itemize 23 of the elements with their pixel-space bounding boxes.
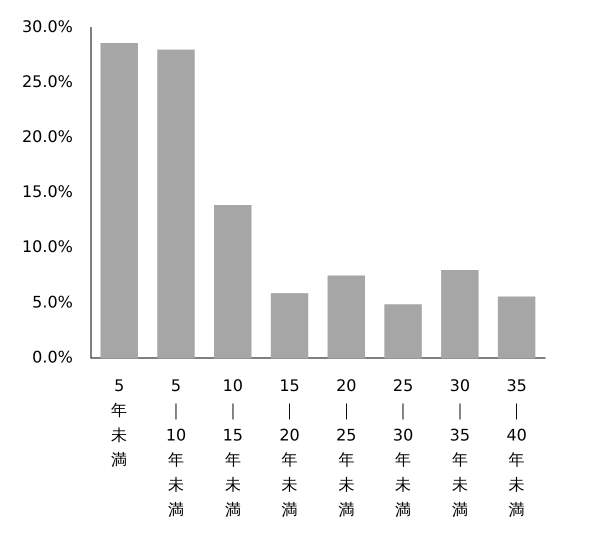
- y-tick-label: 0.0%: [32, 347, 73, 366]
- bar: [100, 43, 138, 358]
- x-tick-label: 20｜25年未満: [336, 376, 356, 519]
- x-tick-label: 15｜20年未満: [279, 376, 300, 519]
- x-tick-label: 10｜15年未満: [222, 376, 243, 519]
- x-tick-label: 35｜40年未満: [506, 376, 527, 519]
- y-tick-label: 20.0%: [22, 126, 73, 146]
- bar: [270, 293, 308, 358]
- bar: [498, 296, 536, 358]
- x-tick-label: 30｜35年未満: [450, 376, 470, 519]
- y-tick-label: 25.0%: [22, 72, 73, 91]
- bar: [441, 270, 479, 358]
- bar: [328, 276, 366, 358]
- y-tick-label: 15.0%: [22, 182, 73, 202]
- bar: [157, 50, 195, 358]
- x-tick-label: 25｜30年未満: [392, 376, 414, 519]
- y-tick-label: 30.0%: [22, 16, 73, 36]
- y-tick-label: 5.0%: [32, 292, 73, 312]
- x-tick-label: 5｜10年未満: [166, 376, 186, 519]
- bar: [214, 205, 252, 358]
- bar: [384, 304, 422, 358]
- x-tick-label: 5年未満: [111, 376, 128, 470]
- y-tick-label: 10.0%: [22, 237, 73, 256]
